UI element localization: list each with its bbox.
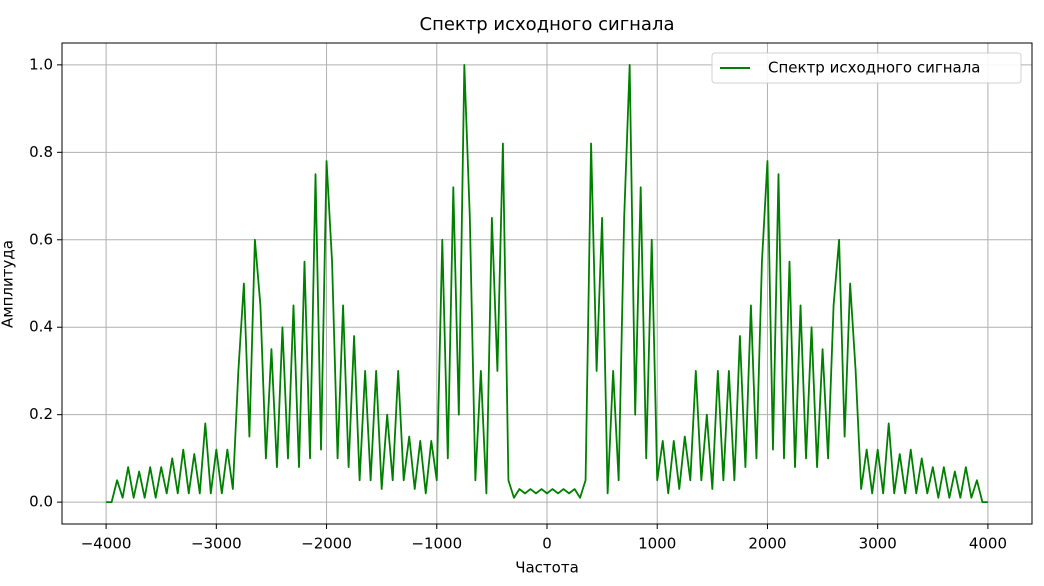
y-tick-label: 0.6 (29, 230, 53, 248)
x-tick-label: 3000 (859, 535, 897, 553)
chart-title: Спектр исходного сигнала (420, 14, 675, 35)
x-tick-label: −1000 (411, 535, 462, 553)
x-tick-label: −3000 (191, 535, 242, 553)
plot-frame (61, 42, 1033, 525)
legend-box (711, 52, 1022, 84)
series-line (106, 63, 988, 504)
y-tick-label: 0.8 (29, 143, 53, 161)
x-tick-label: −2000 (301, 535, 352, 553)
x-tick-label: 2000 (748, 535, 786, 553)
legend-label: Спектр исходного сигнала (768, 59, 980, 77)
x-tick-label: 4000 (969, 535, 1007, 553)
y-tick-label: 1.0 (29, 55, 53, 73)
y-axis-label: Амплитуда (0, 240, 17, 328)
y-tick-label: 0.4 (29, 318, 53, 336)
x-tick-label: 0 (542, 535, 552, 553)
y-tick-label: 0.2 (29, 405, 53, 423)
x-tick-label: −4000 (81, 535, 132, 553)
x-axis-label: Частота (515, 559, 579, 577)
x-tick-label: 1000 (638, 535, 676, 553)
y-tick-label: 0.0 (29, 493, 53, 511)
